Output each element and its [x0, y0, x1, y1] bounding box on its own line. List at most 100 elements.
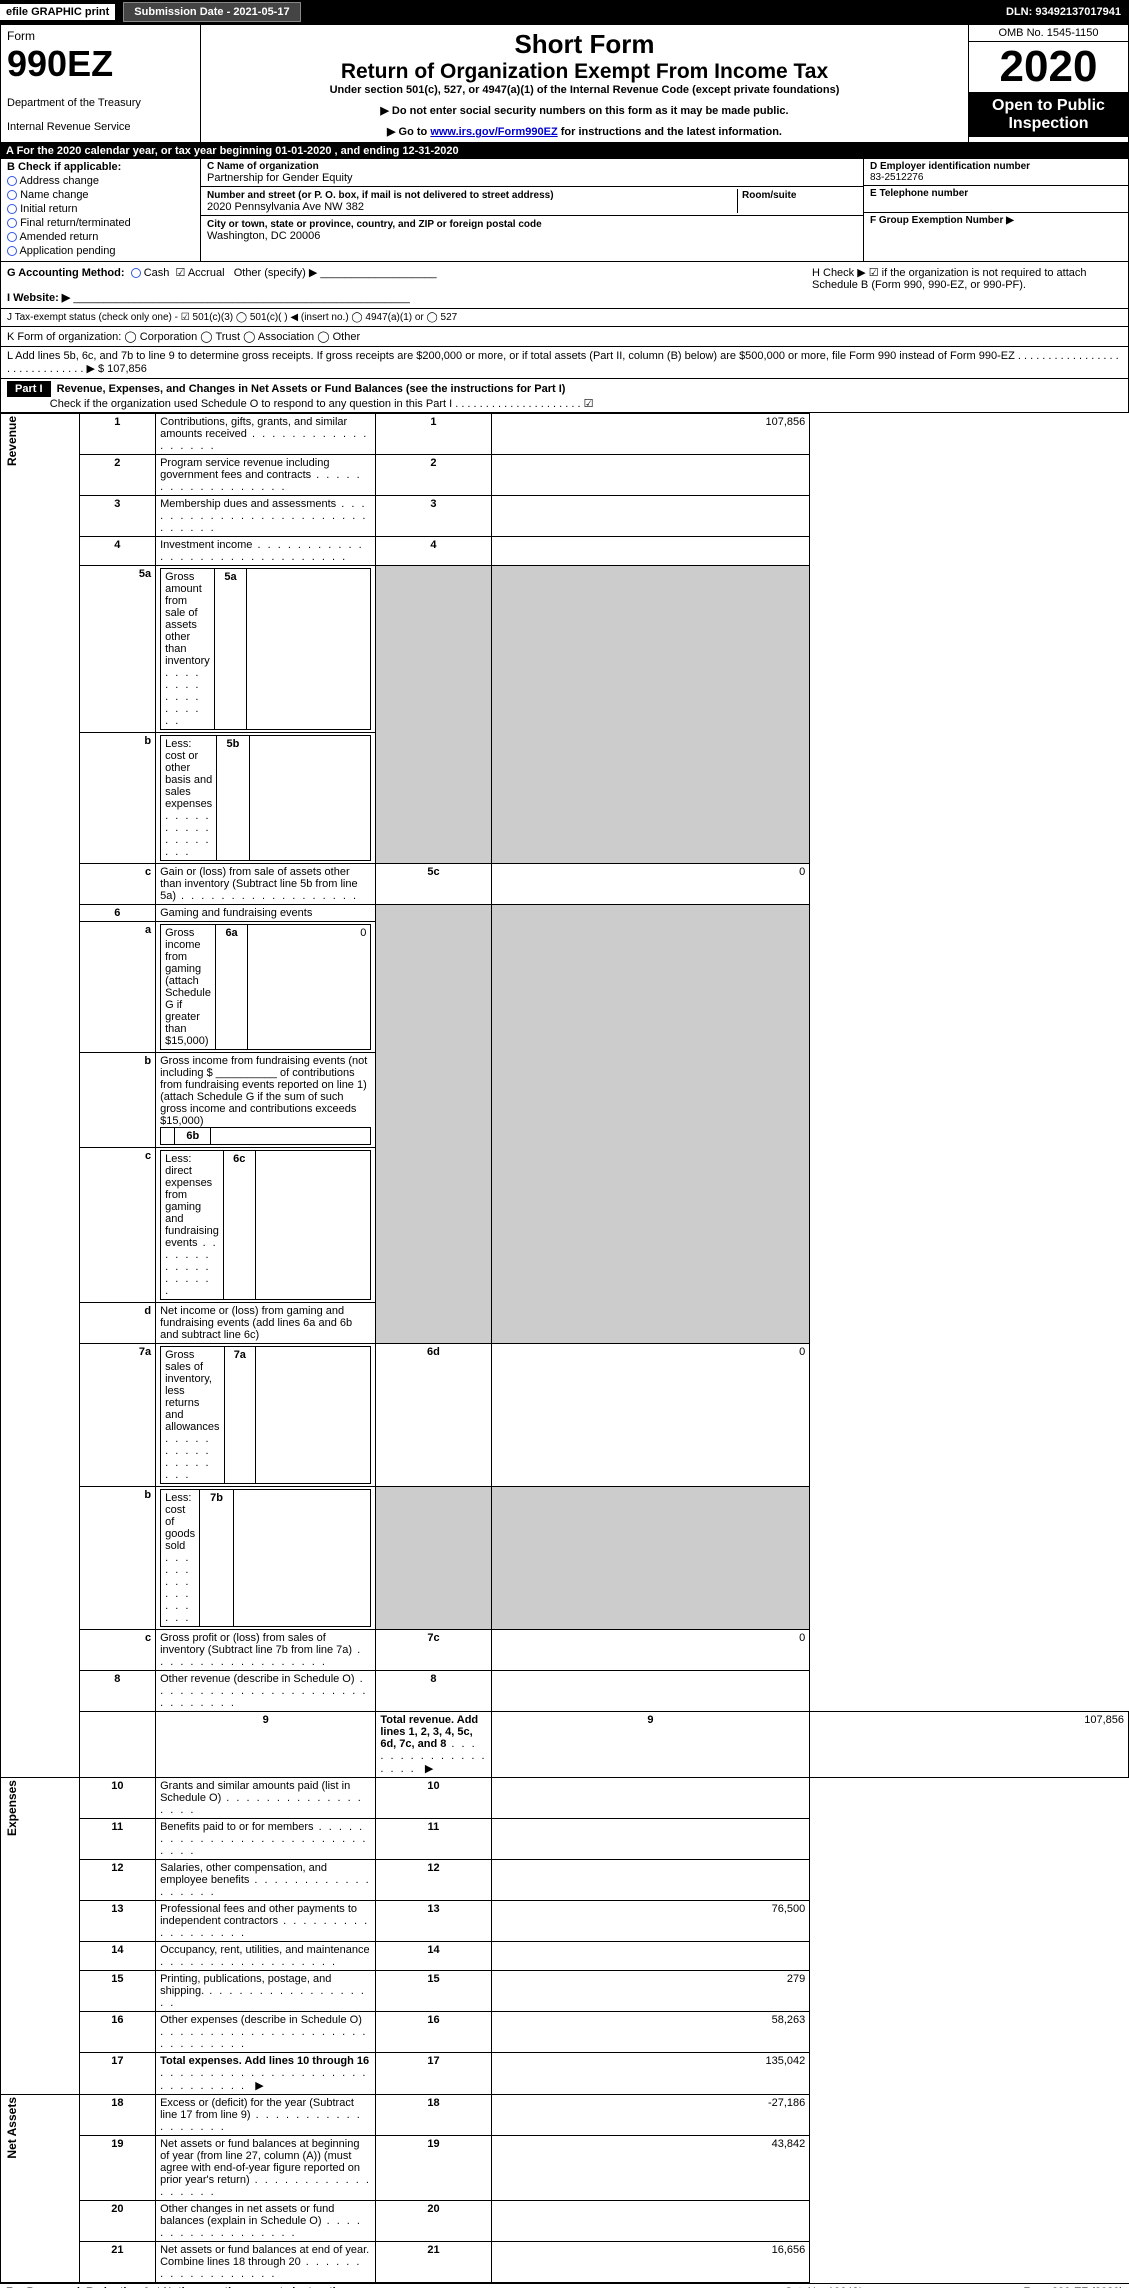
- radio-cash[interactable]: [131, 268, 141, 278]
- ln-16-desc: Other expenses (describe in Schedule O): [156, 2012, 376, 2053]
- ln-1-num: 1: [79, 414, 155, 455]
- checkbox-initial[interactable]: [7, 204, 17, 214]
- header-left: Form 990EZ Department of the Treasury In…: [1, 25, 201, 142]
- d-label: D Employer identification number: [870, 161, 1030, 172]
- ln-17-amt: 135,042: [491, 2053, 810, 2095]
- ln-18-amt: -27,186: [491, 2095, 810, 2136]
- gh-row: G Accounting Method: Cash ☑ Accrual Othe…: [0, 262, 1129, 309]
- col-c: C Name of organization Partnership for G…: [201, 159, 863, 261]
- submission-date-button[interactable]: Submission Date - 2021-05-17: [123, 2, 300, 22]
- i-label: I Website: ▶: [7, 292, 70, 304]
- return-title: Return of Organization Exempt From Incom…: [209, 60, 960, 84]
- ln-6b-desc: Gross income from fundraising events (no…: [156, 1053, 376, 1148]
- omb-number: OMB No. 1545-1150: [969, 25, 1128, 42]
- h-text: H Check ▶ ☑ if the organization is not r…: [812, 267, 1087, 291]
- checkbox-final[interactable]: [7, 218, 17, 228]
- k-row: K Form of organization: ◯ Corporation ◯ …: [0, 327, 1129, 347]
- city-label: City or town, state or province, country…: [207, 219, 542, 230]
- checkbox-address[interactable]: [7, 176, 17, 186]
- footer-left: For Paperwork Reduction Act Notice, see …: [6, 2286, 723, 2288]
- chk-final-label: Final return/terminated: [20, 217, 131, 229]
- ln-6-desc: Gaming and fundraising events: [156, 905, 376, 922]
- ln-19-desc: Net assets or fund balances at beginning…: [156, 2136, 376, 2201]
- footer-right: Form 990-EZ (2020): [923, 2286, 1123, 2288]
- l-row: L Add lines 5b, 6c, and 7b to line 9 to …: [0, 347, 1129, 379]
- part1-tab: Part I: [7, 381, 51, 397]
- tax-year-big: 2020: [969, 42, 1128, 93]
- ln-1-col: 1: [376, 414, 491, 455]
- ln-13-desc: Professional fees and other payments to …: [156, 1901, 376, 1942]
- e-label: E Telephone number: [870, 188, 968, 199]
- col-def: D Employer identification number 83-2512…: [863, 159, 1128, 261]
- section-bcdef: B Check if applicable: Address change Na…: [0, 159, 1129, 262]
- footer: For Paperwork Reduction Act Notice, see …: [0, 2283, 1129, 2288]
- ln-21-amt: 16,656: [491, 2242, 810, 2283]
- ln-5b-desc: Less: cost or other basis and sales expe…: [156, 733, 376, 864]
- goto-prefix: ▶ Go to: [387, 126, 430, 138]
- ein-value: 83-2512276: [870, 172, 923, 183]
- header-right: OMB No. 1545-1150 2020 Open to Public In…: [968, 25, 1128, 142]
- goto-line: ▶ Go to www.irs.gov/Form990EZ for instru…: [209, 125, 960, 138]
- part1-title: Revenue, Expenses, and Changes in Net As…: [57, 383, 566, 395]
- ln-4-desc: Investment income: [156, 537, 376, 566]
- b-label: B Check if applicable:: [7, 161, 121, 173]
- chk-amended-label: Amended return: [19, 231, 98, 243]
- ln-6d-desc: Net income or (loss) from gaming and fun…: [156, 1303, 376, 1344]
- h-check: H Check ▶ ☑ if the organization is not r…: [812, 266, 1122, 304]
- street-label: Number and street (or P. O. box, if mail…: [207, 190, 554, 201]
- g-accounting: G Accounting Method: Cash ☑ Accrual Othe…: [7, 266, 812, 304]
- ln-1-desc: Contributions, gifts, grants, and simila…: [156, 414, 376, 455]
- dept-treasury: Department of the Treasury: [7, 97, 194, 109]
- org-name: Partnership for Gender Equity: [207, 172, 857, 184]
- checkbox-pending[interactable]: [7, 246, 17, 256]
- checkbox-name[interactable]: [7, 190, 17, 200]
- chk-initial-label: Initial return: [20, 203, 77, 215]
- g-label: G Accounting Method:: [7, 267, 125, 279]
- ln-21-desc: Net assets or fund balances at end of ye…: [156, 2242, 376, 2283]
- top-bar: efile GRAPHIC print Submission Date - 20…: [0, 0, 1129, 24]
- under-section: Under section 501(c), 527, or 4947(a)(1)…: [209, 84, 960, 96]
- room-label: Room/suite: [742, 190, 796, 201]
- ln-1-amt: 107,856: [491, 414, 810, 455]
- checkbox-amended[interactable]: [7, 232, 17, 242]
- ssn-warning: ▶ Do not enter social security numbers o…: [209, 104, 960, 117]
- form-word: Form: [7, 29, 194, 43]
- chk-name-label: Name change: [20, 189, 89, 201]
- expenses-sidebar: Expenses: [1, 1778, 80, 2095]
- other-label: Other (specify) ▶: [234, 267, 318, 279]
- ln-16-amt: 58,263: [491, 2012, 810, 2053]
- ln-10-desc: Grants and similar amounts paid (list in…: [156, 1778, 376, 1819]
- ln-15-desc: Printing, publications, postage, and shi…: [156, 1971, 376, 2012]
- ln-18-desc: Excess or (deficit) for the year (Subtra…: [156, 2095, 376, 2136]
- ln-2-num: 2: [79, 455, 155, 496]
- goto-link[interactable]: www.irs.gov/Form990EZ: [430, 126, 557, 138]
- ln-12-desc: Salaries, other compensation, and employ…: [156, 1860, 376, 1901]
- part1-header: Part I Revenue, Expenses, and Changes in…: [0, 379, 1129, 413]
- chk-pending-label: Application pending: [19, 245, 115, 257]
- ln-7b-desc: Less: cost of goods sold 7b: [156, 1487, 376, 1630]
- efile-link[interactable]: efile GRAPHIC print: [0, 4, 115, 20]
- ln-14-desc: Occupancy, rent, utilities, and maintena…: [156, 1942, 376, 1971]
- ln-6c-desc: Less: direct expenses from gaming and fu…: [156, 1148, 376, 1303]
- ln-20-desc: Other changes in net assets or fund bala…: [156, 2201, 376, 2242]
- accrual-label: Accrual: [188, 267, 225, 279]
- chk-address-label: Address change: [19, 175, 99, 187]
- ln-8-desc: Other revenue (describe in Schedule O): [156, 1671, 376, 1712]
- netassets-sidebar: Net Assets: [1, 2095, 80, 2283]
- ln-9-amt: 107,856: [810, 1712, 1129, 1778]
- ln-5c-desc: Gain or (loss) from sale of assets other…: [156, 864, 376, 905]
- ln-19-amt: 43,842: [491, 2136, 810, 2201]
- ln-5a-desc: Gross amount from sale of assets other t…: [156, 566, 376, 733]
- header-center: Short Form Return of Organization Exempt…: [201, 25, 968, 142]
- footer-center: Cat. No. 10642I: [723, 2286, 923, 2288]
- f-label: F Group Exemption Number ▶: [870, 215, 1014, 226]
- ln-7c-desc: Gross profit or (loss) from sales of inv…: [156, 1630, 376, 1671]
- revenue-sidebar: Revenue: [1, 414, 80, 1778]
- street-value: 2020 Pennsylvania Ave NW 382: [207, 201, 364, 213]
- j-row: J Tax-exempt status (check only one) - ☑…: [0, 309, 1129, 327]
- city-value: Washington, DC 20006: [207, 230, 320, 242]
- ln-11-desc: Benefits paid to or for members: [156, 1819, 376, 1860]
- ln-13-amt: 76,500: [491, 1901, 810, 1942]
- ln-7c-amt: 0: [491, 1630, 810, 1671]
- part1-table: Revenue 1 Contributions, gifts, grants, …: [0, 413, 1129, 2283]
